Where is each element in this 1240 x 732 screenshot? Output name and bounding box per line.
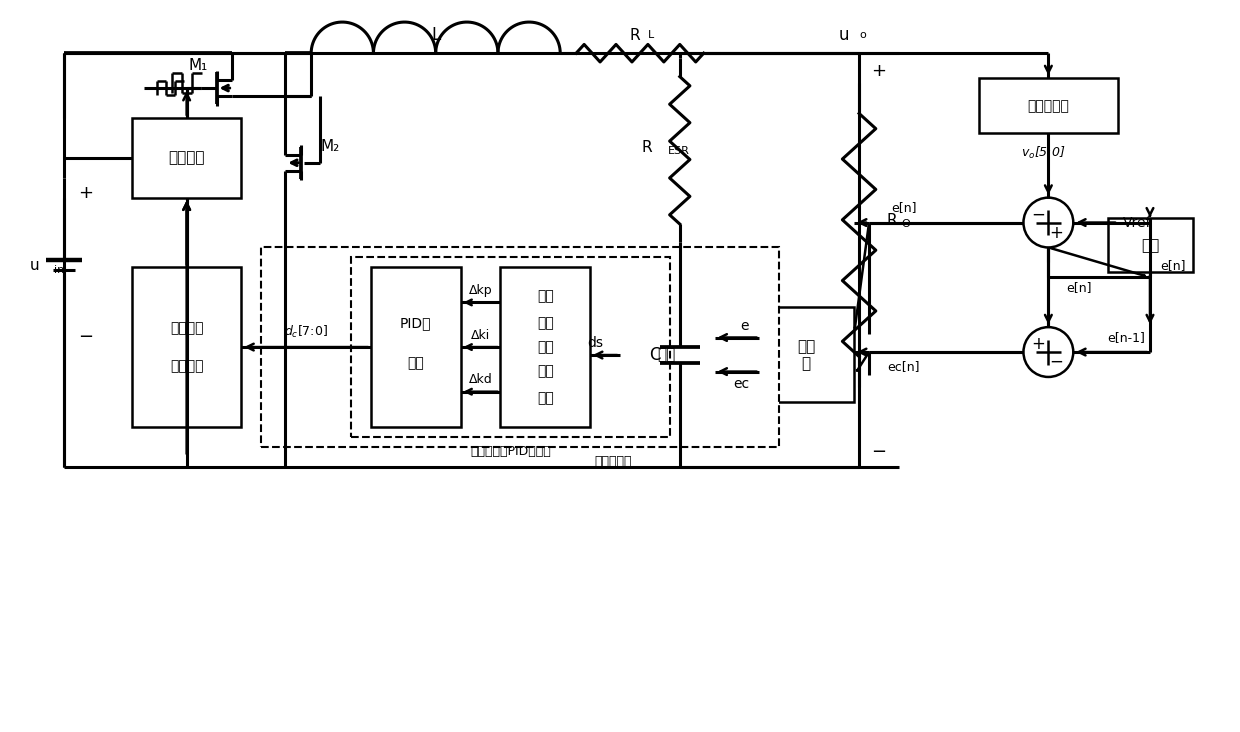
Text: L: L <box>432 26 440 44</box>
Text: 单输入模糊PID控制器: 单输入模糊PID控制器 <box>470 445 551 458</box>
Text: −: − <box>1032 206 1045 223</box>
Text: R: R <box>641 141 652 155</box>
Bar <box>501 267 590 427</box>
Text: C: C <box>649 346 661 364</box>
Text: e[n-1]: e[n-1] <box>1107 331 1145 343</box>
Text: 延迟: 延迟 <box>1141 238 1159 253</box>
Text: ec[n]: ec[n] <box>888 360 920 373</box>
Text: u: u <box>839 26 849 44</box>
Text: R: R <box>887 213 898 228</box>
Text: 糊逻: 糊逻 <box>537 340 553 354</box>
Bar <box>262 247 780 447</box>
Text: Δkd: Δkd <box>469 373 492 386</box>
Text: u: u <box>30 258 40 273</box>
Text: M₁: M₁ <box>188 59 208 73</box>
Bar <box>1109 217 1193 272</box>
Text: ec: ec <box>734 376 750 391</box>
Text: 驱动模块: 驱动模块 <box>169 150 205 165</box>
Text: in: in <box>55 266 64 275</box>
Text: 数字脉宽: 数字脉宽 <box>170 321 203 335</box>
Bar <box>978 78 1118 133</box>
Bar <box>371 267 460 427</box>
Text: M₂: M₂ <box>320 139 340 154</box>
Text: 模糊
化: 模糊 化 <box>797 339 816 371</box>
Bar <box>131 267 242 427</box>
Text: −: − <box>872 443 887 460</box>
Text: Vref: Vref <box>1123 215 1152 230</box>
Text: 数字控制器: 数字控制器 <box>595 455 632 468</box>
Text: −: − <box>78 328 93 346</box>
Text: ds: ds <box>587 336 603 350</box>
Text: ESR: ESR <box>668 146 689 156</box>
Text: +: + <box>872 62 887 80</box>
Bar <box>131 118 242 198</box>
Text: R: R <box>630 28 640 42</box>
Text: +: + <box>1049 223 1063 242</box>
Text: L: L <box>647 30 655 40</box>
Text: $v_o$[5:0]: $v_o$[5:0] <box>1022 145 1065 161</box>
Bar <box>351 258 670 437</box>
Text: −: − <box>1049 353 1063 371</box>
Text: 单输: 单输 <box>537 289 553 303</box>
Text: 辑控: 辑控 <box>537 364 553 378</box>
Text: +: + <box>1032 335 1045 353</box>
Bar <box>620 307 714 402</box>
Text: o: o <box>859 30 866 40</box>
Text: e[n]: e[n] <box>1066 281 1091 294</box>
Text: PID控: PID控 <box>401 316 432 330</box>
Text: 降维: 降维 <box>657 348 676 362</box>
Circle shape <box>1023 198 1074 247</box>
Text: 制器: 制器 <box>537 391 553 405</box>
Text: e[n]: e[n] <box>892 201 916 214</box>
Text: e[n]: e[n] <box>1159 259 1185 272</box>
Text: 调制单元: 调制单元 <box>170 359 203 373</box>
Text: Δkp: Δkp <box>469 284 492 297</box>
Text: Δki: Δki <box>471 329 490 342</box>
Text: O: O <box>901 219 910 228</box>
Text: e: e <box>740 318 749 332</box>
Circle shape <box>1023 327 1074 377</box>
Text: 入模: 入模 <box>537 316 553 330</box>
Text: $d_c$[7:0]: $d_c$[7:0] <box>284 324 329 340</box>
Bar <box>759 307 854 402</box>
Text: +: + <box>78 184 93 201</box>
Text: 制器: 制器 <box>408 356 424 370</box>
Text: 模数转换器: 模数转换器 <box>1028 99 1069 113</box>
